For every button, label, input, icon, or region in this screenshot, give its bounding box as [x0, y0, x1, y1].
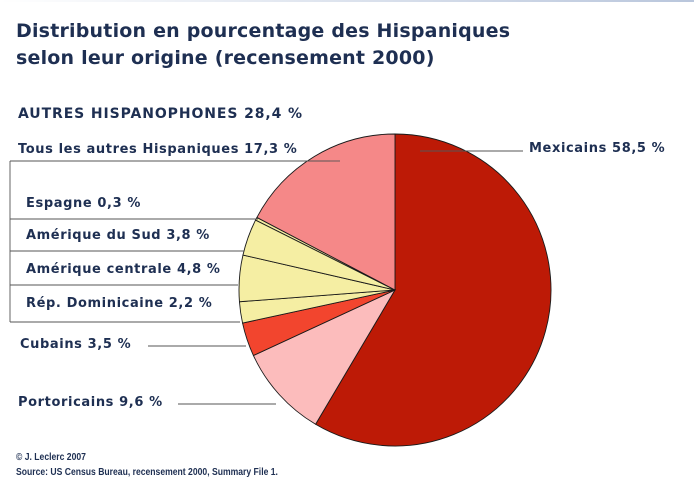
pie-slices	[238, 133, 552, 447]
leader-lines	[9, 150, 523, 405]
top-rule	[0, 0, 694, 2]
slice-label-cubains: Cubains 3,5 %	[20, 337, 132, 352]
chart-title-line-1: Distribution en pourcentage des Hispaniq…	[16, 20, 511, 42]
slice-label-rep-dominicaine: Rép. Dominicaine 2,2 %	[26, 296, 213, 311]
footer-source: Source: US Census Bureau, recensement 20…	[16, 467, 278, 478]
slice-label-amerique-centrale: Amérique centrale 4,8 %	[26, 262, 221, 277]
pie-slice-mexicains	[314, 133, 552, 447]
slice-label-espagne: Espagne 0,3 %	[26, 196, 141, 211]
slice-label-tous-les-autres: Tous les autres Hispaniques 17,3 %	[18, 142, 298, 157]
pie-slice-portoricains	[252, 288, 397, 425]
slice-label-amerique-du-sud: Amérique du Sud 3,8 %	[26, 228, 210, 243]
slice-label-portoricains: Portoricains 9,6 %	[18, 395, 163, 410]
chart-title-line-2: selon leur origine (recensement 2000)	[16, 47, 435, 69]
chart-title: Distribution en pourcentage des Hispaniq…	[16, 18, 510, 72]
group-label-autres-hispanophones: AUTRES HISPANOPHONES 28,4 %	[18, 106, 303, 122]
footer-copyright: © J. Leclerc 2007	[16, 452, 86, 463]
pie-slice-tous-les-autres	[256, 133, 396, 291]
slice-label-mexicains: Mexicains 58,5 %	[529, 141, 666, 156]
